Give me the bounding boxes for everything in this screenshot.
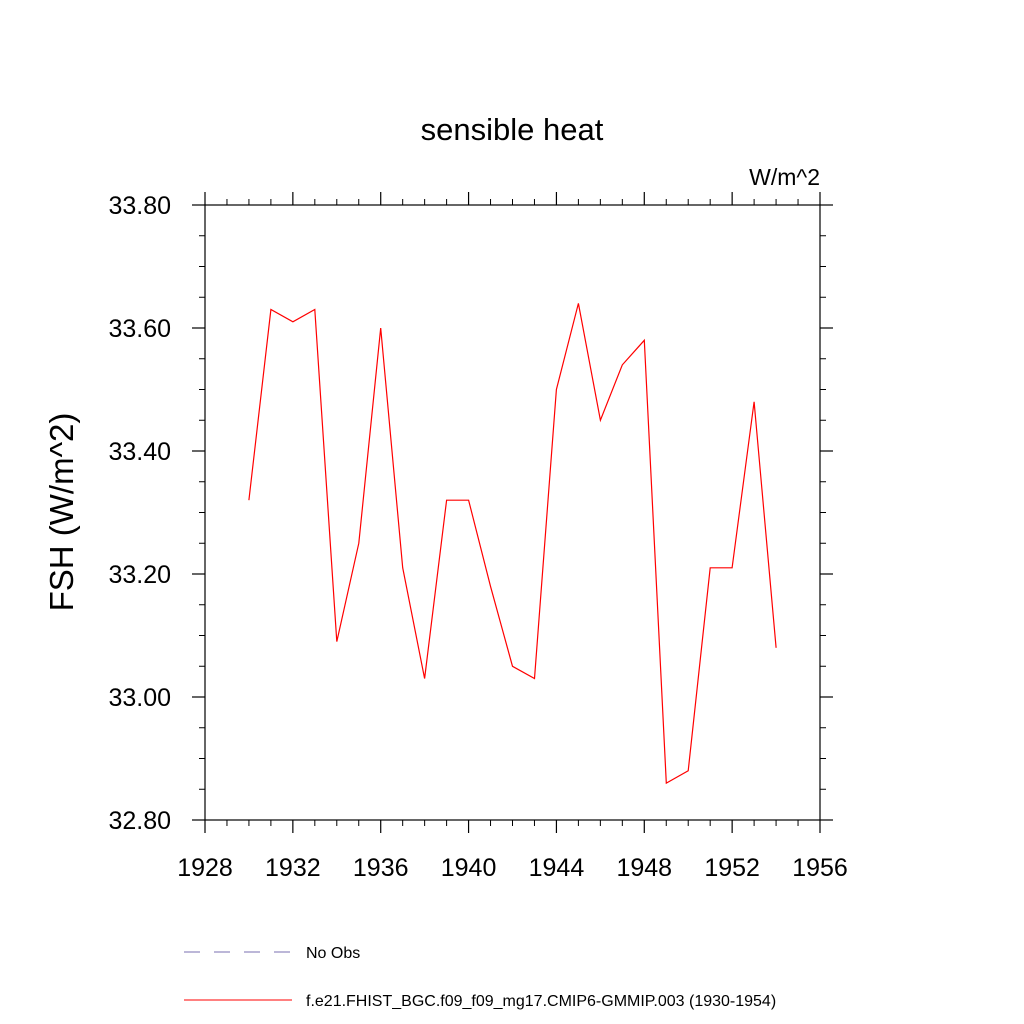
series-layer	[248, 303, 777, 785]
axis-ticks	[192, 192, 833, 833]
legend: No Obs f.e21.FHIST_BGC.f09_f09_mg17.CMIP6…	[184, 945, 776, 1010]
x-tick-label: 1944	[529, 854, 585, 882]
x-tick-label: 1928	[177, 854, 233, 882]
x-tick-label: 1952	[704, 854, 760, 882]
x-tick-label: 1936	[353, 854, 409, 882]
y-tick-label: 33.60	[108, 315, 171, 343]
series-line	[248, 303, 777, 785]
units-label: W/m^2	[749, 164, 820, 190]
legend-label: No Obs	[306, 945, 360, 962]
y-tick-label: 32.80	[108, 807, 171, 835]
plot-frame	[204, 204, 821, 821]
y-tick-label: 33.80	[108, 192, 171, 220]
x-tick-label: 1956	[792, 854, 848, 882]
x-tick-label: 1932	[265, 854, 321, 882]
x-tick-label: 1948	[616, 854, 672, 882]
y-axis-label: FSH (W/m^2)	[43, 413, 80, 612]
x-tick-label: 1940	[441, 854, 497, 882]
y-tick-label: 33.00	[108, 684, 171, 712]
y-tick-label: 33.20	[108, 561, 171, 589]
y-tick-label: 33.40	[108, 438, 171, 466]
chart-title: sensible heat	[421, 112, 604, 147]
tick-labels: 1928 1932 1936 1940 1944 1948 1952 1956 32.80 33.…	[108, 192, 847, 882]
legend-label: f.e21.FHIST_BGC.f09_f09_mg17.CMIP6-GMMIP…	[306, 993, 776, 1010]
